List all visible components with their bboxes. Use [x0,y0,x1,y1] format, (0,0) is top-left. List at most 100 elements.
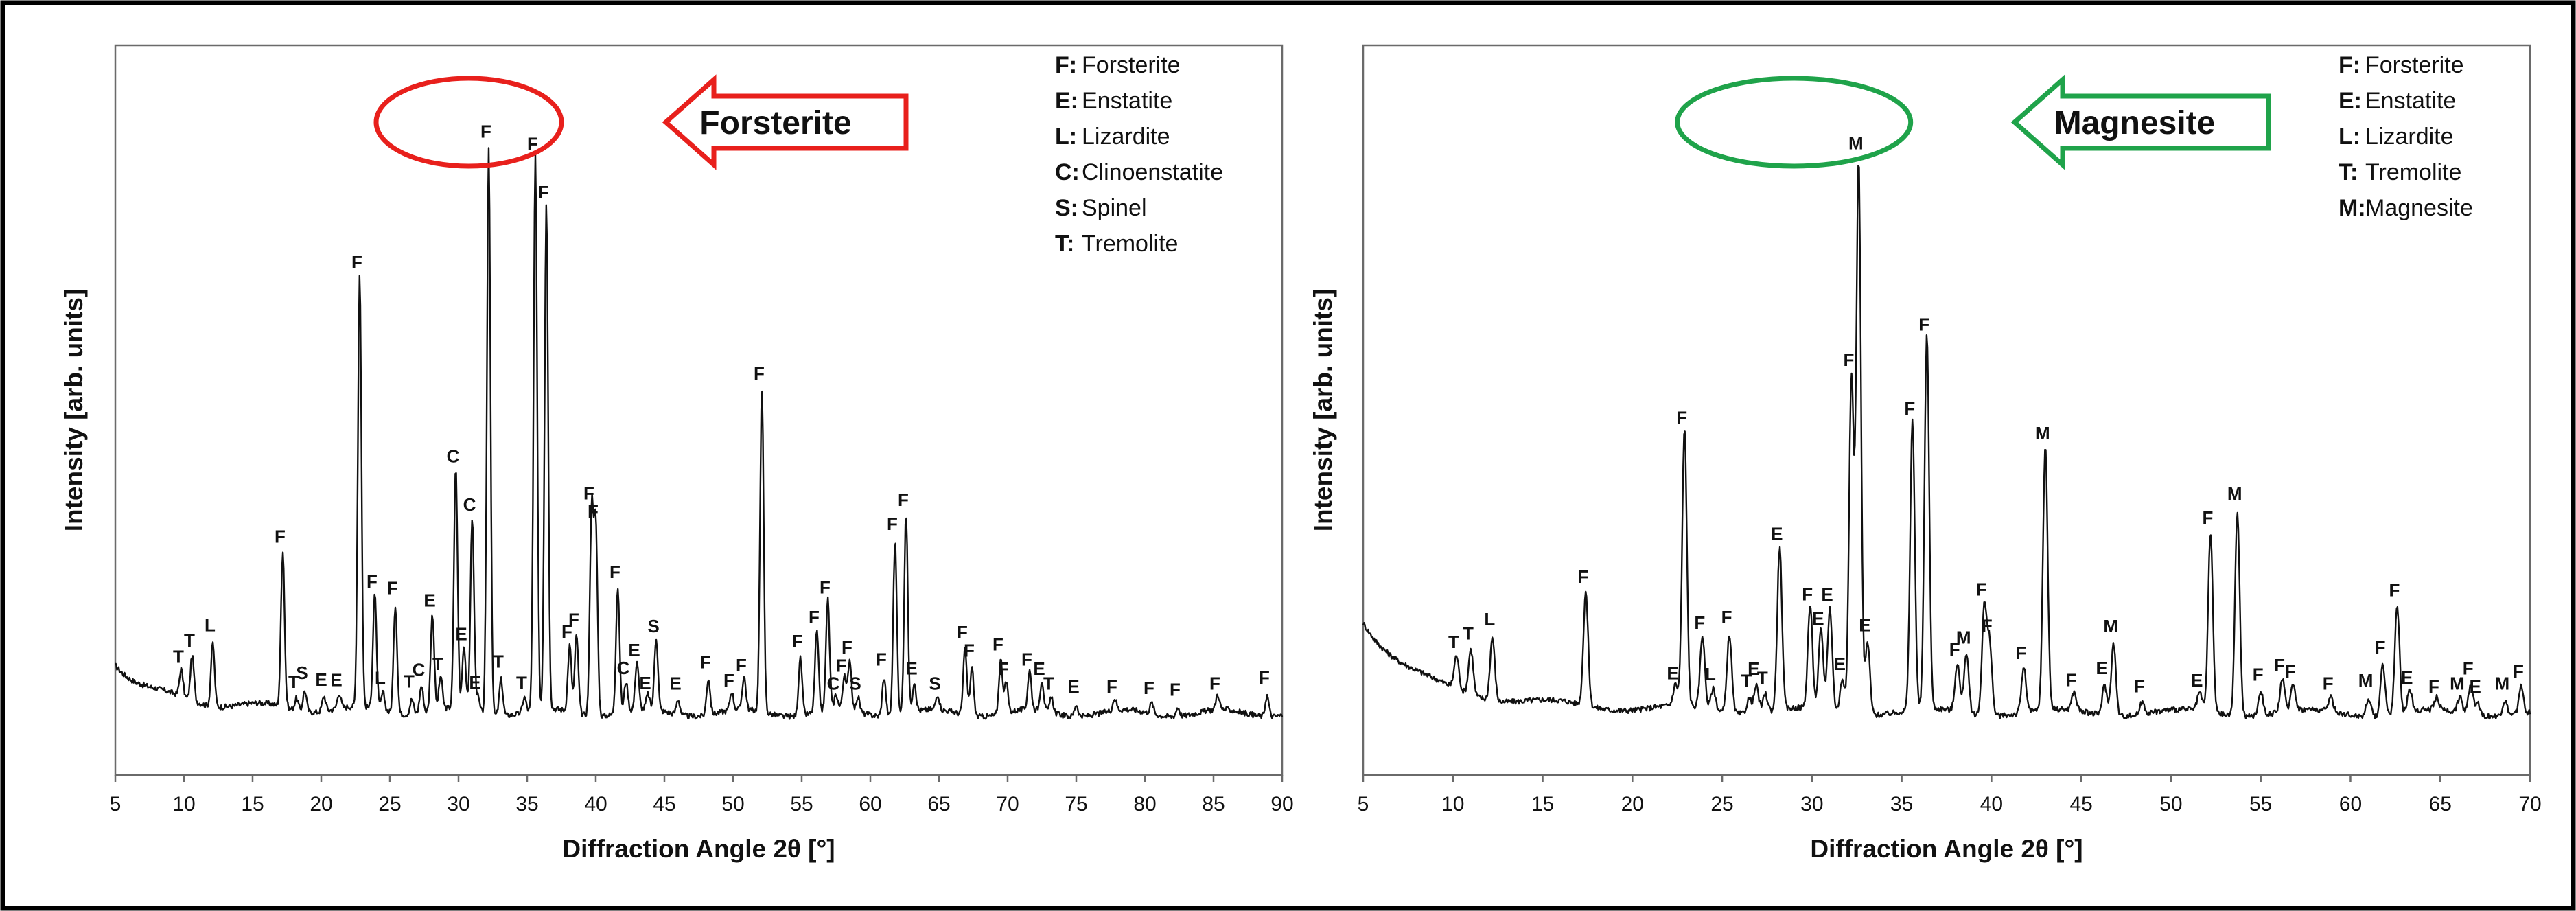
legend-key: C: [1055,159,1080,185]
peak-label: E [1667,663,1678,684]
peak-label: F [588,501,599,522]
legend-name: Forsterite [1082,52,1181,78]
x-tick-label: 20 [310,793,332,816]
peak-label: F [561,621,572,642]
x-tick-label: 40 [1980,793,2003,816]
callout-label: Magnesite [2054,105,2216,141]
x-tick-label: 70 [2518,793,2541,816]
peak-label: T [1757,668,1768,689]
diffraction-trace [1362,165,2531,720]
peak-label: F [736,655,747,676]
peak-label: F [2428,676,2439,697]
diffraction-trace [115,147,1284,720]
peak-label: E [669,673,681,693]
peak-label: E [330,670,342,691]
peak-label: T [493,651,504,671]
peak-label: L [375,668,386,689]
callout-ellipse [1675,76,1914,169]
legend-name: Lizardite [1082,124,1170,150]
legend-key: F: [2339,52,2360,78]
legend-key: S: [1055,195,1078,221]
peak-label: S [647,616,659,636]
legend-key: E: [1055,88,1078,114]
peak-label: F [2016,643,2027,663]
peak-label: F [836,655,847,676]
legend-name: Clinoenstatite [1082,159,1223,185]
x-tick-label: 20 [1621,793,1644,816]
legend-name: Spinel [1082,195,1147,221]
peak-label: F [2274,655,2285,676]
peak-label: M [2450,673,2465,694]
legend-name: Tremolite [2365,159,2461,185]
peak-label: M [2495,673,2510,694]
x-tick-label: 55 [2249,793,2272,816]
peak-label: E [639,673,651,693]
x-tick-label: 65 [927,793,950,816]
peak-label: C [827,673,840,694]
x-tick-label: 15 [241,793,264,816]
peak-label: F [387,577,398,598]
peak-label: T [1448,632,1459,652]
callout-label: Forsterite [699,105,851,141]
peak-label: S [849,673,861,694]
peak-label: F [2463,658,2474,679]
peak-label: M [2103,616,2118,636]
peak-label: F [1676,407,1687,428]
peak-label: F [2066,670,2077,691]
x-tick-label: 55 [790,793,813,816]
callout-ellipse [373,76,564,169]
peak-label: E [1771,523,1783,544]
peak-label: F [1982,615,1993,636]
peak-label: E [1821,584,1833,605]
x-tick-label: 45 [653,793,675,816]
peak-label: E [2191,670,2203,691]
peak-label: L [205,615,216,636]
peak-label: F [2389,580,2400,601]
legend-key: L: [1055,124,1077,150]
callout-arrow [2010,74,2271,170]
peak-label: F [876,649,887,670]
legend-key: L: [2339,124,2360,150]
legend-key: T: [2339,159,2358,185]
peak-label: E [1748,658,1759,679]
peak-label: E [1859,614,1870,635]
peak-label: C [447,446,460,467]
x-tick-label: 5 [110,793,121,816]
peak-label: F [367,571,378,592]
peak-label: F [351,252,362,273]
legend-key: E: [2339,88,2362,114]
peak-label: F [1106,676,1117,697]
peak-label: F [723,670,734,691]
x-tick-label: 75 [1065,793,1087,816]
peak-label: F [1976,579,1987,600]
x-tick-label: 5 [1358,793,1369,816]
peak-label: F [2203,507,2214,528]
peak-label: C [617,658,630,678]
peak-label: T [1741,671,1752,691]
x-tick-label: 45 [2069,793,2092,816]
x-tick-label: 40 [584,793,607,816]
legend-name: Forsterite [2365,52,2464,78]
peak-label: E [628,640,640,660]
x-tick-label: 30 [447,793,469,816]
peak-label: E [469,672,480,693]
peak-label: E [2401,667,2413,688]
peak-label: F [1021,649,1032,670]
peak-label: E [1812,608,1824,629]
peak-label: E [315,669,327,690]
peak-label: F [820,577,831,597]
peak-label: T [1463,623,1474,644]
peak-label: E [905,658,917,679]
legend-key: F: [1055,52,1077,78]
peak-label: F [2375,637,2386,658]
x-tick-label: 50 [721,793,744,816]
peak-label: E [2469,676,2481,697]
x-axis-title: Diffraction Angle 2θ [°] [1810,835,2082,863]
peak-label: F [2134,676,2145,697]
peak-label: F [964,640,975,660]
peak-label: F [1802,584,1813,605]
legend-name: Enstatite [2365,88,2456,114]
y-axis-title: Intensity [arb. units] [60,289,88,532]
plot-area [114,44,1284,776]
peak-label: F [887,514,898,534]
